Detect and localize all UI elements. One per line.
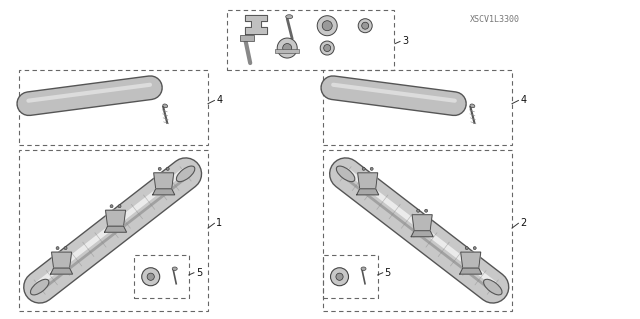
Text: 3: 3	[402, 36, 408, 47]
Bar	[19, 70, 208, 145]
Polygon shape	[52, 252, 72, 268]
Polygon shape	[411, 231, 433, 237]
Ellipse shape	[324, 45, 331, 52]
Text: 1: 1	[216, 218, 223, 228]
Ellipse shape	[277, 38, 297, 58]
Text: 2: 2	[520, 218, 527, 228]
Polygon shape	[460, 268, 482, 274]
Polygon shape	[412, 215, 432, 231]
Ellipse shape	[317, 16, 337, 36]
Bar	[275, 49, 300, 53]
Ellipse shape	[330, 268, 349, 286]
Ellipse shape	[470, 104, 475, 108]
Bar	[323, 70, 512, 145]
Polygon shape	[106, 210, 125, 226]
Ellipse shape	[141, 268, 160, 286]
Bar	[240, 35, 254, 41]
Ellipse shape	[370, 167, 373, 170]
Ellipse shape	[417, 209, 420, 212]
Ellipse shape	[484, 279, 502, 295]
Ellipse shape	[158, 167, 161, 170]
Ellipse shape	[56, 247, 59, 249]
Ellipse shape	[166, 167, 169, 170]
Ellipse shape	[172, 267, 177, 271]
Ellipse shape	[337, 166, 355, 182]
Ellipse shape	[465, 247, 468, 249]
Polygon shape	[461, 252, 481, 268]
Polygon shape	[51, 268, 72, 274]
Polygon shape	[356, 189, 379, 195]
Bar	[323, 255, 378, 298]
Ellipse shape	[362, 167, 365, 170]
Ellipse shape	[64, 247, 67, 249]
Ellipse shape	[362, 22, 369, 29]
Text: 4: 4	[520, 95, 527, 106]
Bar	[19, 150, 208, 311]
Ellipse shape	[361, 267, 366, 271]
Ellipse shape	[118, 205, 121, 208]
Text: 5: 5	[385, 268, 391, 278]
Ellipse shape	[336, 273, 343, 280]
Polygon shape	[154, 173, 173, 189]
Polygon shape	[104, 226, 127, 232]
Polygon shape	[358, 173, 378, 189]
Ellipse shape	[285, 15, 292, 19]
Ellipse shape	[283, 43, 292, 53]
Ellipse shape	[110, 205, 113, 208]
Bar	[227, 10, 394, 70]
Ellipse shape	[358, 19, 372, 33]
Text: 5: 5	[196, 268, 202, 278]
Ellipse shape	[31, 279, 49, 295]
Polygon shape	[245, 15, 268, 34]
Ellipse shape	[163, 104, 168, 108]
Bar	[323, 150, 512, 311]
Ellipse shape	[322, 21, 332, 31]
Ellipse shape	[473, 247, 476, 249]
Text: 4: 4	[216, 95, 223, 106]
Ellipse shape	[425, 209, 428, 212]
Polygon shape	[153, 189, 175, 195]
Bar	[134, 255, 189, 298]
Ellipse shape	[147, 273, 154, 280]
Ellipse shape	[320, 41, 334, 55]
Text: XSCV1L3300: XSCV1L3300	[470, 15, 520, 24]
Ellipse shape	[177, 166, 195, 182]
